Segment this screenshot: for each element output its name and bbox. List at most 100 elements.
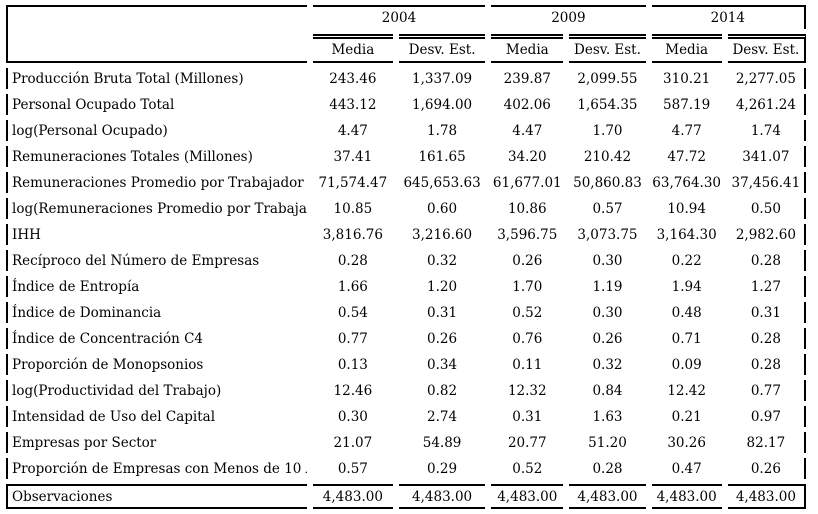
table-row: Producción Bruta Total (Millones) 243.46…: [6, 68, 806, 89]
value-cell: 0.76: [512, 330, 543, 347]
subheader-media-2009: Media: [491, 34, 564, 63]
value-cell: 0.52: [512, 460, 543, 477]
row-label-cell: Personal Ocupado Total: [6, 94, 307, 115]
value-cell: 587.19: [663, 96, 711, 113]
row-label-cell: log(Productividad del Trabajo): [6, 380, 307, 401]
value-cell: 10.94: [667, 200, 706, 217]
subheader-row: Media Desv. Est. Media Desv. Est. Media …: [6, 34, 806, 63]
row-label-cell: log(Personal Ocupado): [6, 120, 307, 141]
table-row: IHH 3,816.76 3,216.60 3,596.75 3,073.75 …: [6, 224, 806, 245]
table-footer: Observaciones 4,483.00 4,483.00 4,483.00…: [6, 484, 806, 509]
value-cell: 2,982.60: [728, 224, 806, 245]
value-cell: 10.86: [507, 200, 547, 217]
value-cell: 0.26: [512, 252, 543, 269]
value-cell: 0.22: [671, 252, 702, 269]
value-cell: 0.26: [592, 330, 623, 347]
value-cell: 310.21: [663, 70, 711, 87]
row-label-cell: Recíproco del Número de Empresas: [6, 250, 307, 271]
value-cell: 1.94: [671, 278, 702, 295]
footer-value-cell: 4,483.00: [569, 484, 646, 509]
value-cell: 1.19: [592, 278, 623, 295]
value-cell: 0.28: [592, 460, 623, 477]
value-cell: 0.47: [671, 460, 702, 477]
row-label-cell: Proporción de Monopsonios: [6, 354, 307, 375]
footer-value-cell: 4,483.00: [491, 484, 564, 509]
footer-value-cell: 4,483.00: [312, 484, 393, 509]
value-cell: 0.26: [427, 330, 458, 347]
value-cell: 3,216.60: [412, 226, 473, 243]
row-label-cell: Intensidad de Uso del Capital: [6, 406, 307, 427]
table-row: Proporción de Monopsonios 0.13 0.34 0.11…: [6, 354, 806, 375]
year-header-2014: 2014: [651, 5, 806, 29]
value-cell: 1.70: [512, 278, 543, 295]
stub-header-cell: [6, 5, 307, 63]
row-label-cell: Empresas por Sector: [6, 432, 307, 453]
row-label-cell: Proporción de Empresas con Menos de 10 A…: [6, 458, 307, 479]
value-cell: 0.82: [427, 382, 458, 399]
value-cell: 0.50: [728, 198, 806, 219]
subheader-desvest-2004: Desv. Est.: [398, 34, 486, 63]
value-cell: 0.57: [592, 200, 623, 217]
value-cell: 1.20: [427, 278, 458, 295]
value-cell: 0.32: [592, 356, 623, 373]
value-cell: 4.77: [671, 122, 702, 139]
value-cell: 0.30: [592, 304, 623, 321]
value-cell: 1,694.00: [412, 96, 473, 113]
table-row: log(Productividad del Trabajo) 12.46 0.8…: [6, 380, 806, 401]
value-cell: 82.17: [728, 432, 806, 453]
value-cell: 1,654.35: [577, 96, 638, 113]
table-row: Índice de Dominancia 0.54 0.31 0.52 0.30…: [6, 302, 806, 323]
value-cell: 1.27: [728, 276, 806, 297]
table-row: Empresas por Sector 21.07 54.89 20.77 51…: [6, 432, 806, 453]
value-cell: 71,574.47: [318, 174, 388, 191]
value-cell: 51.20: [588, 434, 627, 451]
value-cell: 37.41: [333, 148, 373, 165]
table-row: Intensidad de Uso del Capital 0.30 2.74 …: [6, 406, 806, 427]
row-label-cell: Índice de Entropía: [6, 276, 307, 297]
value-cell: 0.29: [427, 460, 458, 477]
subheader-desvest-2009: Desv. Est.: [569, 34, 646, 63]
value-cell: 10.85: [333, 200, 373, 217]
value-cell: 0.11: [512, 356, 543, 373]
value-cell: 54.89: [422, 434, 462, 451]
value-cell: 0.28: [728, 250, 806, 271]
value-cell: 0.60: [427, 200, 458, 217]
value-cell: 243.46: [329, 70, 377, 87]
table-body: Producción Bruta Total (Millones) 243.46…: [6, 68, 806, 479]
value-cell: 63,764.30: [652, 174, 722, 191]
value-cell: 402.06: [503, 96, 551, 113]
value-cell: 0.34: [427, 356, 458, 373]
value-cell: 21.07: [333, 434, 373, 451]
footer-value-cell: 4,483.00: [727, 484, 806, 509]
value-cell: 0.26: [728, 458, 806, 479]
value-cell: 0.30: [337, 408, 368, 425]
value-cell: 1.70: [592, 122, 623, 139]
value-cell: 61,677.01: [492, 174, 562, 191]
value-cell: 3,816.76: [322, 226, 383, 243]
value-cell: 12.46: [333, 382, 373, 399]
value-cell: 2,099.55: [577, 70, 638, 87]
value-cell: 0.77: [728, 380, 806, 401]
value-cell: 4.47: [512, 122, 543, 139]
value-cell: 0.30: [592, 252, 623, 269]
value-cell: 37,456.41: [728, 172, 806, 193]
value-cell: 30.26: [667, 434, 706, 451]
value-cell: 34.20: [507, 148, 547, 165]
footer-value-cell: 4,483.00: [651, 484, 722, 509]
value-cell: 0.09: [671, 356, 702, 373]
row-label-cell: log(Remuneraciones Promedio por Trabajad…: [6, 198, 307, 219]
value-cell: 0.54: [337, 304, 368, 321]
year-header-2004: 2004: [312, 5, 486, 29]
table-row: Índice de Concentración C4 0.77 0.26 0.7…: [6, 328, 806, 349]
value-cell: 341.07: [728, 146, 806, 167]
value-cell: 0.52: [512, 304, 543, 321]
value-cell: 47.72: [667, 148, 706, 165]
value-cell: 210.42: [583, 148, 632, 165]
value-cell: 0.84: [592, 382, 623, 399]
value-cell: 3,073.75: [577, 226, 638, 243]
value-cell: 4,261.24: [728, 94, 806, 115]
value-cell: 0.57: [337, 460, 368, 477]
table-row: Personal Ocupado Total 443.12 1,694.00 4…: [6, 94, 806, 115]
value-cell: 2,277.05: [728, 68, 806, 89]
